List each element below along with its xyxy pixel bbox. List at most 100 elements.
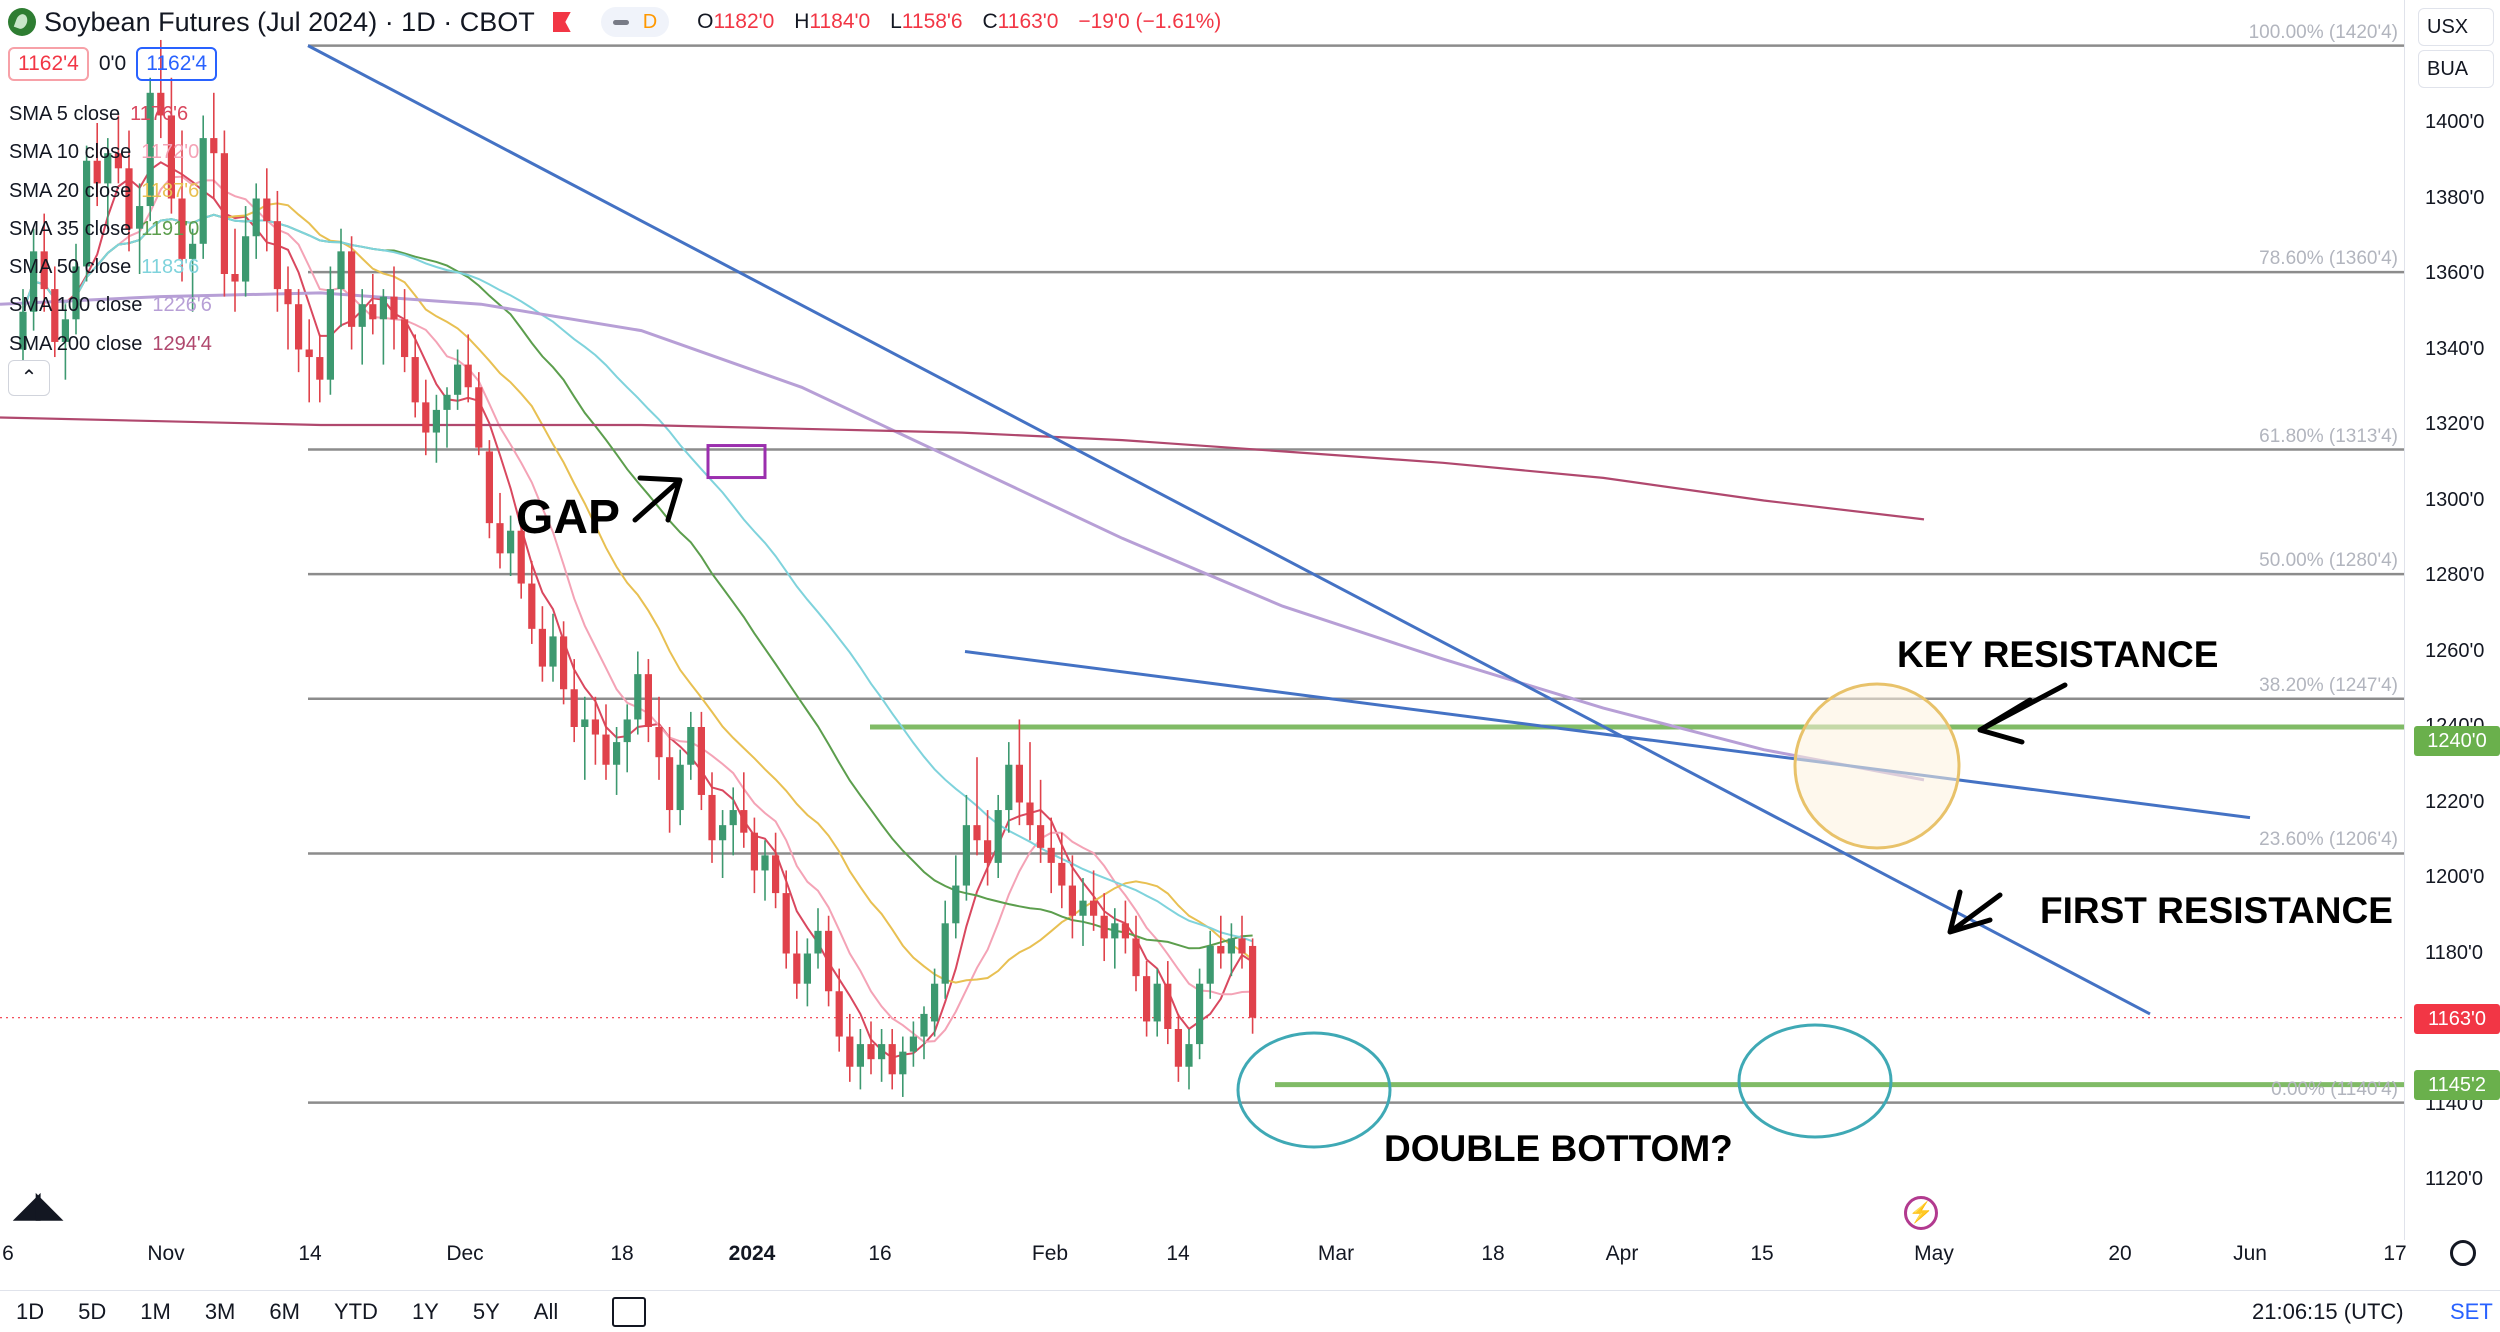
time-tick-label: 18 [610, 1242, 634, 1265]
unit-multiplier[interactable]: BUA [2418, 50, 2494, 88]
candle-body [623, 719, 631, 743]
candle-body [1153, 983, 1161, 1022]
candle-body [390, 296, 398, 320]
range-1m[interactable]: 1M [140, 1298, 171, 1324]
clock-readout[interactable]: 21:06:15 (UTC) [2252, 1298, 2404, 1324]
candle-body [570, 689, 578, 727]
range-1y[interactable]: 1Y [411, 1298, 439, 1324]
range-5d[interactable]: 5D [78, 1298, 107, 1324]
candle-body [273, 221, 281, 290]
candle-body [61, 319, 69, 342]
candle-body [104, 153, 112, 184]
fibonacci-levels [308, 44, 2405, 1104]
candle-body [687, 727, 695, 765]
range-1d[interactable]: 1D [16, 1298, 45, 1324]
range-ytd[interactable]: YTD [333, 1298, 378, 1324]
gear-icon[interactable] [2450, 1240, 2476, 1266]
candle-body [825, 930, 833, 992]
candle-body [220, 153, 228, 274]
flag-icon[interactable] [552, 12, 571, 32]
tradingview-logo-icon[interactable]: ◢◣ [14, 1186, 62, 1224]
candle-body [697, 727, 705, 795]
candle-body [994, 810, 1002, 863]
price-tick-label: 1300'0 [2425, 488, 2485, 511]
candle-body [1058, 862, 1066, 886]
soybean-logo-icon [8, 8, 36, 36]
high-value: 1184'0 [809, 10, 871, 33]
indicator-legend: SMA 5 close 1176'6 SMA 10 close 1172'0 SMA… [9, 95, 212, 363]
legend-row-sma10[interactable]: SMA 10 close 1172'0 [9, 133, 212, 171]
candle-body [496, 523, 504, 554]
candle-body [1047, 847, 1055, 863]
price-tick-label: 1120'0 [2425, 1168, 2483, 1190]
buy-box[interactable]: 1162'4 [136, 47, 218, 81]
candle-body [878, 1044, 886, 1060]
price-tick-label: 1260'0 [2425, 639, 2485, 662]
candle-body [952, 885, 960, 924]
legend-row-sma35[interactable]: SMA 35 close 1191'0 [9, 210, 212, 248]
symbol-title[interactable]: Soybean Futures (Jul 2024) · 1D · CBOT [44, 6, 535, 37]
candle-body [316, 357, 324, 380]
candle-body [464, 364, 472, 388]
legend-row-sma100[interactable]: SMA 100 close 1226'6 [9, 286, 212, 324]
candle-body [1196, 983, 1204, 1045]
legend-row-sma20[interactable]: SMA 20 close 1187'6 [9, 172, 212, 210]
candle-body [93, 160, 101, 184]
range-5y[interactable]: 5Y [472, 1298, 500, 1324]
main-downtrend-line [307, 44, 2151, 1016]
candle-body [507, 530, 515, 554]
legend-row-sma200[interactable]: SMA 200 close 1294'4 [9, 325, 212, 363]
currency-unit[interactable]: USX [2418, 8, 2494, 46]
order-counters: 1162'4 0'0 1162'4 [8, 47, 218, 81]
candle-body [305, 349, 313, 358]
candle-body [19, 311, 27, 350]
price-tick-label: 1280'0 [2425, 564, 2485, 586]
range-all[interactable]: All [533, 1298, 559, 1324]
candle-body [729, 810, 737, 826]
candle-body [348, 251, 356, 327]
candle-body [761, 855, 769, 871]
fib-label: 50.00% (1280'4) [2259, 550, 2398, 572]
price-tick-label: 1340'0 [2425, 337, 2485, 360]
candle-body [581, 719, 589, 727]
candle-body [51, 289, 59, 342]
candle-body [676, 764, 684, 811]
candle-body [666, 757, 674, 811]
candle-body [856, 1044, 864, 1067]
delay-pill[interactable]: D [600, 7, 670, 37]
candle-body [920, 1013, 928, 1037]
price-chart[interactable] [0, 0, 2500, 1240]
candle-body [1015, 764, 1023, 803]
legend-value: 1183'6 [141, 256, 200, 279]
candle-body [560, 636, 568, 690]
candle-body [114, 153, 122, 169]
candle-body [1037, 825, 1045, 848]
price-axis[interactable] [2404, 0, 2500, 1240]
candle-body [252, 198, 260, 237]
fib-label: 61.80% (1313'4) [2259, 425, 2398, 447]
sell-box[interactable]: 1162'4 [8, 47, 89, 81]
candle-body [708, 794, 716, 841]
range-3m[interactable]: 3M [204, 1298, 236, 1324]
lightning-icon[interactable]: ⚡ [1904, 1196, 1938, 1230]
candle-body [242, 236, 250, 282]
gap-arrow [632, 475, 683, 523]
legend-value: 1176'6 [130, 103, 189, 125]
range-6m[interactable]: 6M [269, 1298, 300, 1324]
candle-body [909, 1036, 917, 1052]
time-tick-label: Nov [147, 1242, 185, 1265]
candles [19, 39, 1257, 1097]
candle-body [263, 198, 271, 222]
session-toggle[interactable]: SET [2450, 1298, 2493, 1324]
calendar-range-icon[interactable] [612, 1296, 647, 1327]
candle-body [644, 674, 652, 727]
candle-body [1143, 976, 1151, 1022]
candle-body [517, 530, 525, 584]
time-tick-label: 2024 [728, 1242, 776, 1265]
double-bottom-right-circle [1737, 1023, 1893, 1139]
legend-row-sma5[interactable]: SMA 5 close 1176'6 [9, 95, 212, 133]
currency-selector[interactable]: USX BUA ▲▼ [2418, 8, 2494, 92]
chevron-up-icon[interactable]: ⌃ [8, 360, 50, 396]
legend-name: SMA 10 close [9, 141, 132, 164]
legend-row-sma50[interactable]: SMA 50 close 1183'6 [9, 248, 212, 286]
